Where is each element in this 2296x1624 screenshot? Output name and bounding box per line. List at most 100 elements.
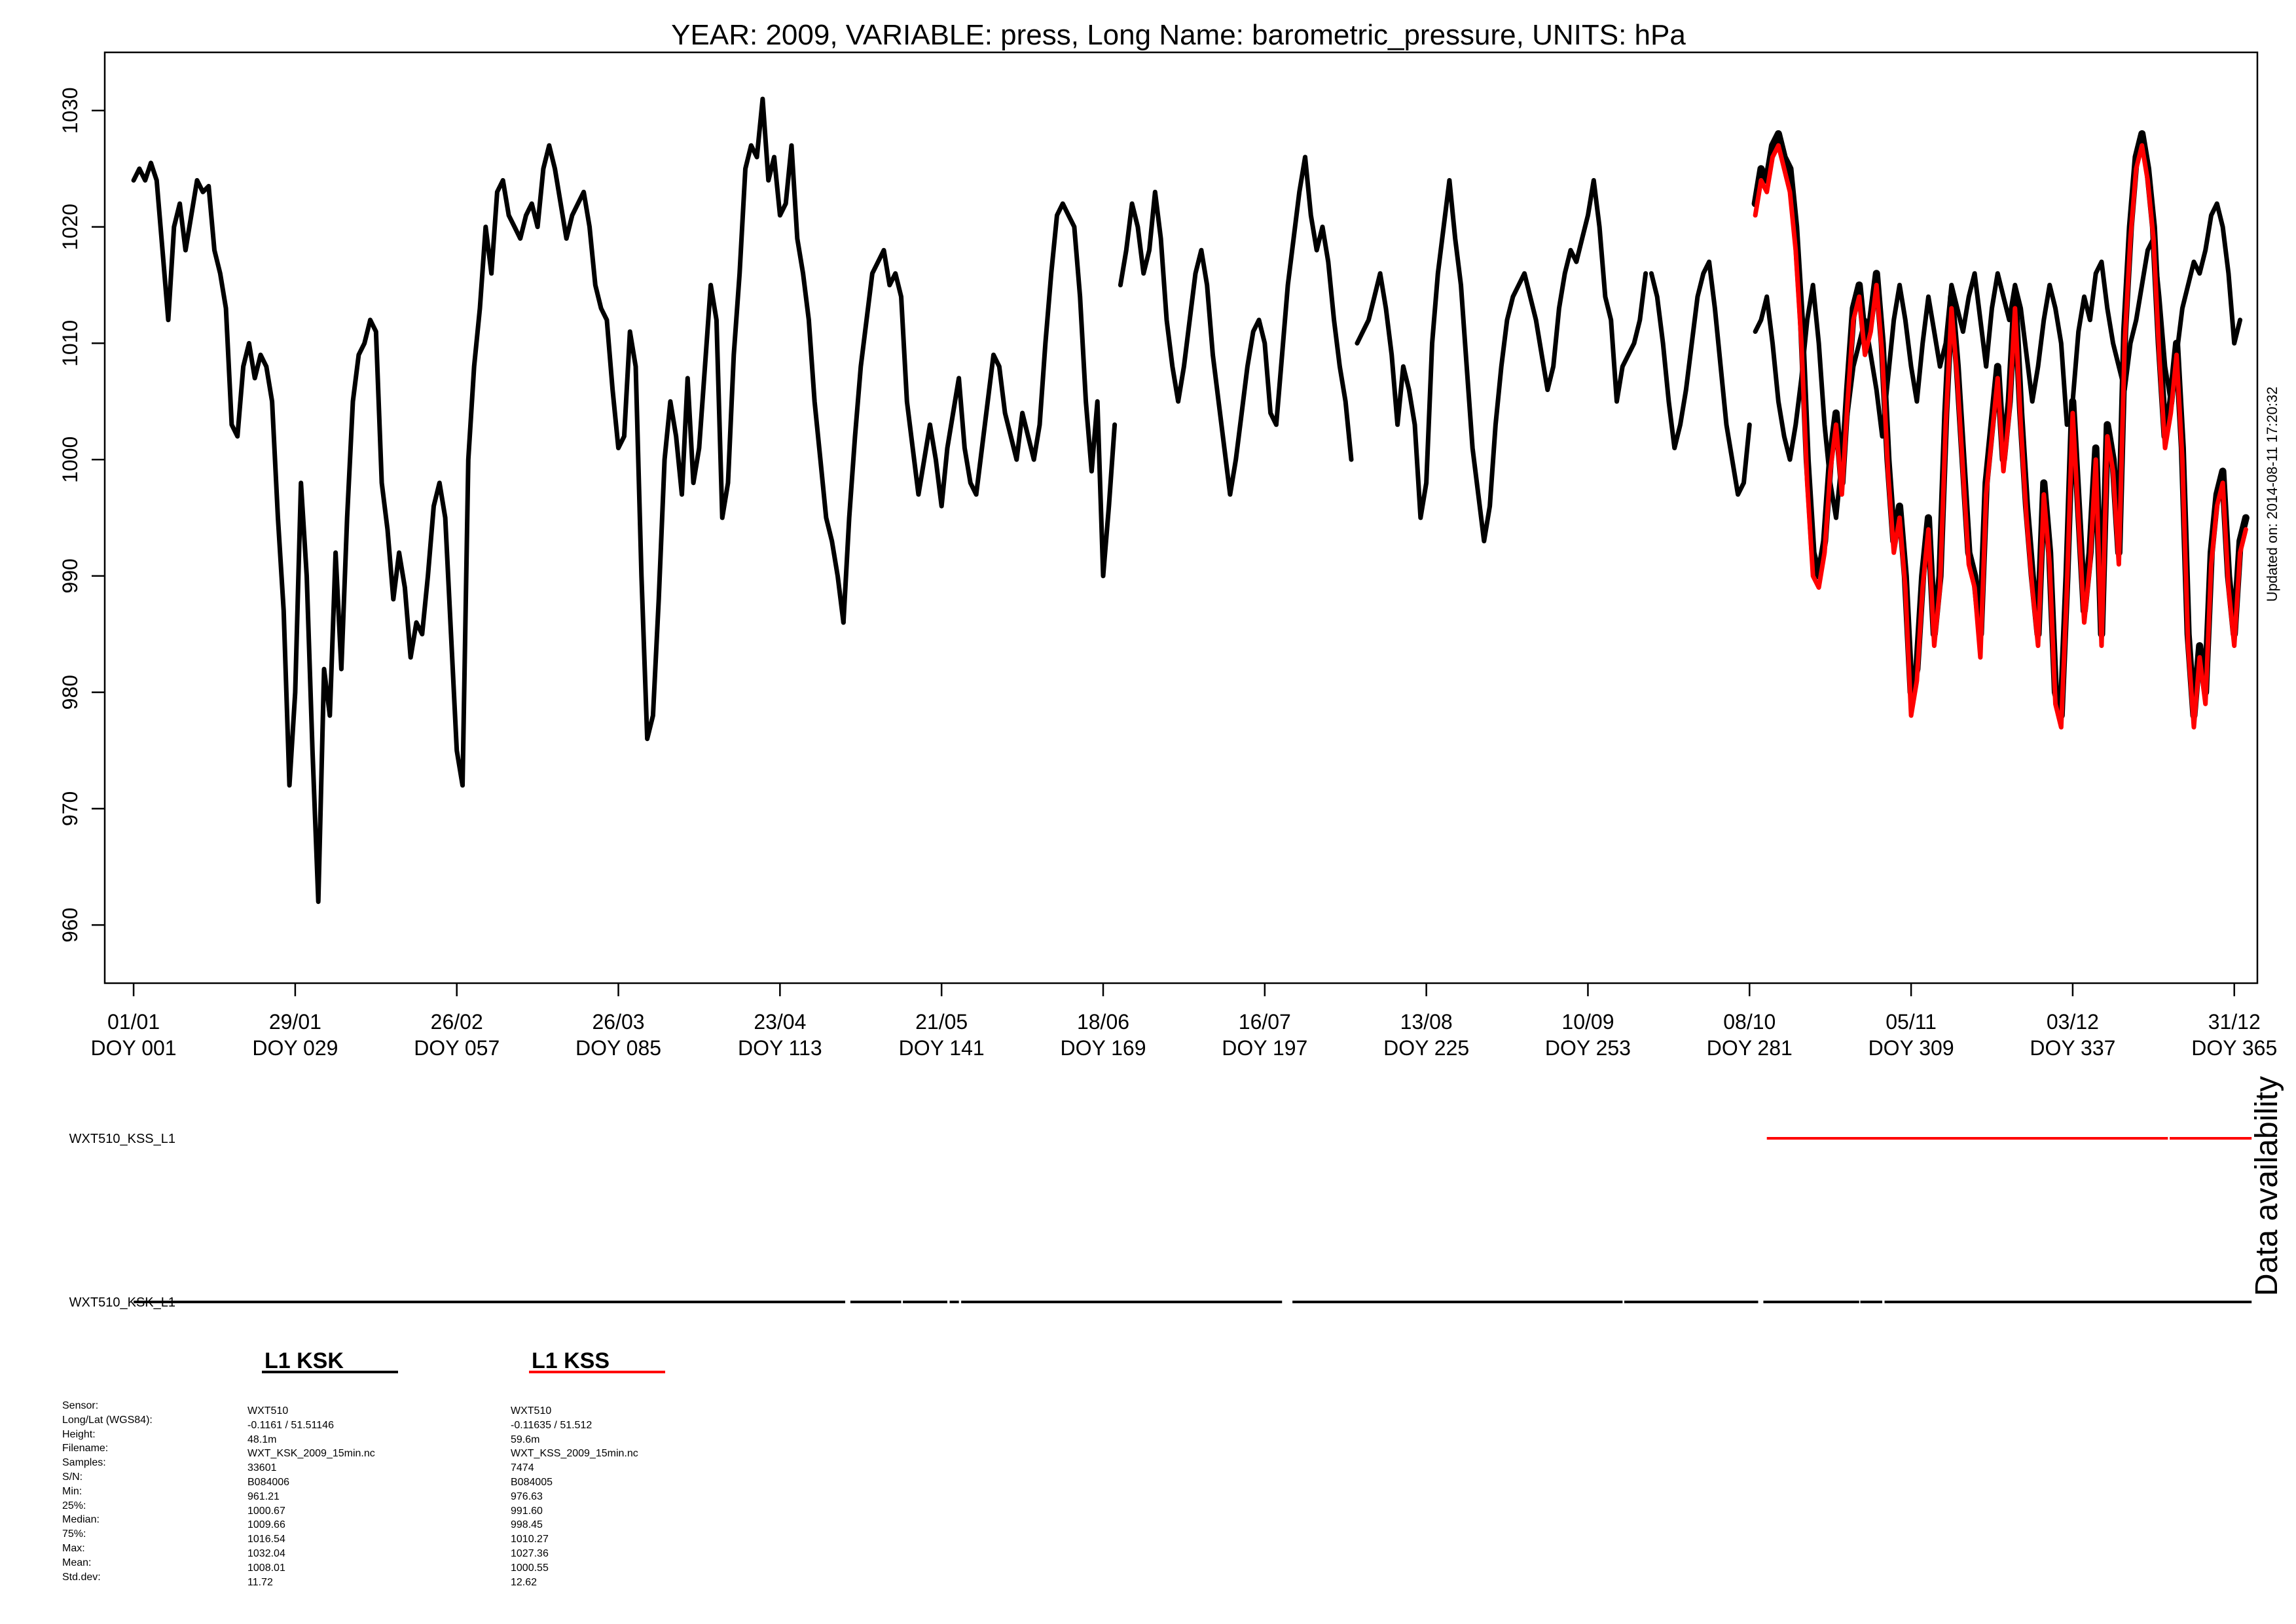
stats-label: Samples: — [62, 1457, 106, 1469]
y-tick-label: 990 — [58, 558, 82, 593]
x-tick-doy: DOY 225 — [1383, 1036, 1469, 1060]
x-tick-doy: DOY 113 — [738, 1036, 822, 1060]
x-tick-doy: DOY 365 — [2191, 1036, 2277, 1060]
stats-value-ksk: 1008.01 — [247, 1562, 285, 1574]
stats-label: Mean: — [62, 1557, 92, 1568]
stats-value-kss: 998.45 — [511, 1519, 543, 1531]
ksk-series-line — [1118, 189, 1215, 404]
stats-label: Filename: — [62, 1443, 109, 1454]
x-tick-date: 16/07 — [1239, 1010, 1291, 1034]
availability-title: Data availability — [2250, 1076, 2284, 1296]
y-tick-label: 1020 — [58, 204, 82, 250]
ksk-series-line — [841, 201, 1118, 625]
availability-row-label: WXT510_KSS_L1 — [69, 1132, 175, 1146]
ksk-series-line — [131, 96, 846, 905]
x-tick-doy: DOY 281 — [1707, 1036, 1793, 1060]
plot-frame — [103, 51, 2259, 984]
stats-label: Min: — [62, 1485, 82, 1497]
stats-value-kss: 59.6m — [511, 1434, 540, 1445]
stats-value-ksk: WXT_KSK_2009_15min.nc — [247, 1448, 375, 1460]
x-tick-doy: DOY 141 — [899, 1036, 985, 1060]
availability-row-label: WXT510_KSK_L1 — [69, 1295, 175, 1310]
x-tick-date: 31/12 — [2208, 1010, 2261, 1034]
y-tick-label: 970 — [58, 791, 82, 826]
x-tick-doy: DOY 309 — [1868, 1036, 1954, 1060]
ksk-series-line — [1753, 271, 2069, 520]
ksk-series-line — [1649, 259, 1752, 497]
stats-value-ksk: WXT510 — [247, 1405, 289, 1416]
stats-value-ksk: B084006 — [247, 1476, 290, 1488]
stats-value-ksk: 48.1m — [247, 1434, 277, 1445]
stats-value-ksk: 1009.66 — [247, 1519, 285, 1531]
x-tick-date: 10/09 — [1561, 1010, 1614, 1034]
stats-value-kss: WXT_KSS_2009_15min.nc — [511, 1448, 638, 1460]
x-tick-doy: DOY 001 — [91, 1036, 177, 1060]
stats-value-ksk: 11.72 — [247, 1576, 273, 1588]
stats-value-kss: -0.11635 / 51.512 — [511, 1419, 592, 1431]
x-tick-doy: DOY 029 — [252, 1036, 338, 1060]
legend-label: L1 KSS — [532, 1348, 610, 1373]
stats-value-ksk: 33601 — [247, 1462, 277, 1474]
stats-value-kss: 1010.27 — [511, 1534, 549, 1545]
ksk-series-line — [1211, 154, 1354, 497]
stats-label: S/N: — [62, 1471, 83, 1483]
stats-labels: Sensor: Long/Lat (WGS84): Height: Filename:… — [62, 1399, 153, 1584]
stats-value-ksk: -0.1161 / 51.51146 — [247, 1419, 334, 1431]
x-tick-date: 21/05 — [915, 1010, 968, 1034]
x-tick-date: 23/04 — [754, 1010, 806, 1034]
x-tick-doy: DOY 085 — [575, 1036, 661, 1060]
y-tick-label: 1030 — [58, 87, 82, 134]
y-tick-label: 980 — [58, 675, 82, 710]
ksk-series-line — [1355, 178, 1649, 544]
stats-value-kss: 7474 — [511, 1462, 534, 1474]
x-tick-date: 03/12 — [2047, 1010, 2099, 1034]
stats-value-kss: 12.62 — [511, 1576, 538, 1588]
stats-value-ksk: 1000.67 — [247, 1505, 285, 1517]
x-tick-doy: DOY 337 — [2030, 1036, 2115, 1060]
stats-label: Median: — [62, 1514, 100, 1526]
y-tick-label: 1010 — [58, 320, 82, 367]
y-tick-label: 1000 — [58, 437, 82, 483]
x-tick-doy: DOY 057 — [414, 1036, 500, 1060]
x-tick-date: 26/02 — [431, 1010, 483, 1034]
stats-value-kss: 991.60 — [511, 1505, 543, 1517]
stats-value-kss: 1000.55 — [511, 1562, 549, 1574]
x-tick-date: 18/06 — [1077, 1010, 1129, 1034]
stats-ksk: WXT510 -0.1161 / 51.51146 48.1m WXT_KSK_200… — [247, 1404, 375, 1589]
data-availability-panel: WXT510_KSS_L1 WXT510_KSK_L1 — [69, 1132, 2252, 1310]
stats-value-kss: WXT510 — [511, 1405, 552, 1416]
kss-series-line — [1753, 143, 2248, 730]
stats-value-kss: 976.63 — [511, 1490, 543, 1502]
stats-value-kss: B084005 — [511, 1476, 553, 1488]
x-tick-doy: DOY 253 — [1545, 1036, 1631, 1060]
stats-value-ksk: 1032.04 — [247, 1547, 285, 1559]
chart-title: YEAR: 2009, VARIABLE: press, Long Name: … — [671, 19, 1686, 51]
x-tick-date: 29/01 — [269, 1010, 321, 1034]
stats-label: 75%: — [62, 1528, 86, 1540]
legend-label: L1 KSK — [264, 1348, 344, 1373]
updated-timestamp: Updated on: 2014-08-11 17:20:32 — [2264, 387, 2280, 602]
stats-value-ksk: 1016.54 — [247, 1534, 285, 1545]
stats-label: Max: — [62, 1542, 85, 1554]
series-layer — [131, 96, 2250, 905]
stats-kss: WXT510 -0.11635 / 51.512 59.6m WXT_KSS_2009… — [511, 1404, 638, 1589]
y-axis: 960 970 980 990 1000 1010 1020 1030 — [58, 87, 105, 943]
x-tick-date: 01/01 — [107, 1010, 160, 1034]
x-tick-date: 08/10 — [1723, 1010, 1776, 1034]
stats-label: Std.dev: — [62, 1571, 101, 1583]
stats-label: Sensor: — [62, 1400, 99, 1411]
x-tick-date: 26/03 — [592, 1010, 644, 1034]
stats-value-kss: 1027.36 — [511, 1547, 549, 1559]
x-tick-doy: DOY 169 — [1060, 1036, 1146, 1060]
stats-label: 25%: — [62, 1500, 86, 1511]
y-tick-label: 960 — [58, 907, 82, 942]
stats-label: Long/Lat (WGS84): — [62, 1414, 153, 1426]
x-tick-date: 05/11 — [1886, 1010, 1937, 1034]
stats-label: Height: — [62, 1428, 96, 1440]
x-tick-date: 13/08 — [1400, 1010, 1453, 1034]
legend: L1 KSK L1 KSS — [262, 1348, 665, 1373]
stats-value-ksk: 961.21 — [247, 1490, 280, 1502]
x-tick-doy: DOY 197 — [1222, 1036, 1307, 1060]
